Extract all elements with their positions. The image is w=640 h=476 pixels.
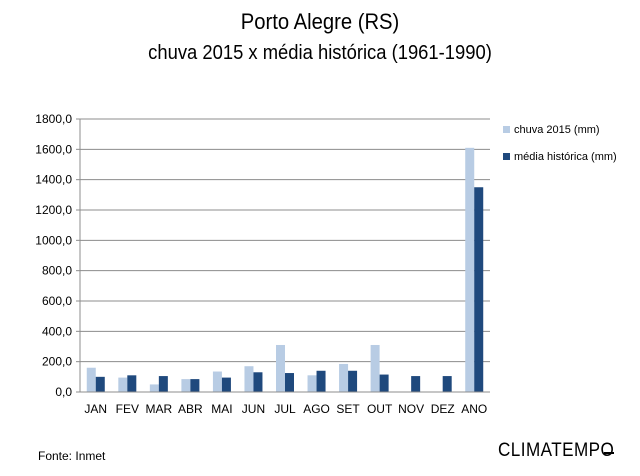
bar-chuva-2015 [276,344,285,392]
bar-chuva-2015 [244,366,254,392]
x-tick-label: SET [336,402,360,416]
bar-chuva-2015 [181,379,191,392]
bar-media-historica [411,376,421,392]
bar-media-historica [190,379,200,392]
y-tick-label: 1000,0 [35,233,72,247]
legend-label: chuva 2015 (mm) [514,124,600,136]
bar-media-historica [316,370,326,392]
y-tick-label: 200,0 [42,355,72,369]
bar-media-historica [95,376,105,392]
x-tick-label: AGO [303,402,330,416]
bar-media-historica [348,370,358,392]
legend-swatch [503,126,510,133]
bar-media-historica [285,373,294,392]
bar-chuva-2015 [339,363,349,392]
bar-media-historica [474,187,484,392]
x-tick-label: JAN [84,402,107,416]
brand-arrow-icon [604,452,614,454]
x-tick-label: FEV [116,402,139,416]
bar-media-historica [158,376,168,392]
bar-chuva-2015 [149,384,159,392]
x-tick-label: OUT [367,402,393,416]
x-tick-label: NOV [398,402,424,416]
x-tick-label: ABR [178,402,203,416]
bar-chuva-2015 [86,367,96,392]
x-tick-label: DEZ [431,402,455,416]
source-note: Fonte: Inmet [38,449,106,463]
x-tick-label: JUL [274,402,296,416]
bar-chuva-2015 [465,147,475,392]
brand-logo-text: CLIMATEMPO [498,440,615,461]
bar-media-historica [253,372,263,392]
y-tick-label: 1600,0 [35,142,72,156]
y-tick-label: 1400,0 [35,173,72,187]
bar-chuva-2015 [212,371,222,392]
bar-media-historica [127,375,137,392]
bar-chuva-2015 [370,344,380,392]
chart-subtitle: chuva 2015 x média histórica (1961-1990) [148,42,492,64]
y-tick-label: 1800,0 [35,112,72,126]
y-tick-label: 400,0 [42,324,72,338]
legend-label: média histórica (mm) [514,151,617,163]
chart-title: Porto Alegre (RS) [240,9,400,34]
bar-chuva-2015 [307,375,317,392]
bar-media-historica [379,374,389,392]
x-tick-label: MAI [211,402,232,416]
bar-media-historica [442,376,452,392]
y-tick-label: 600,0 [42,294,72,308]
x-tick-label: MAR [146,402,173,416]
y-tick-label: 800,0 [42,264,72,278]
bar-chuva-2015 [118,377,128,392]
x-tick-label: ANO [461,402,487,416]
legend-swatch [503,153,510,160]
bar-media-historica [221,377,231,392]
y-tick-label: 0,0 [55,385,72,399]
y-tick-label: 1200,0 [35,203,72,217]
x-tick-label: JUN [242,402,265,416]
